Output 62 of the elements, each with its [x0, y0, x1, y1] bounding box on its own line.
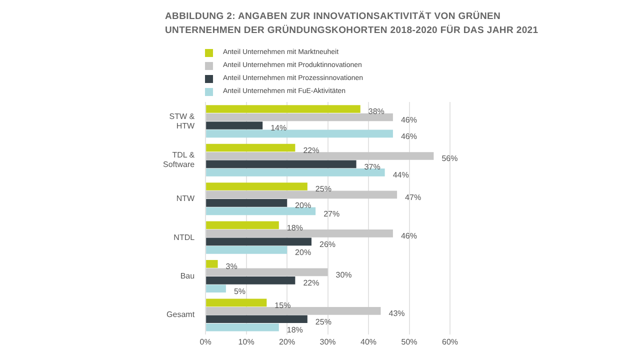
bar — [206, 276, 296, 284]
x-tick-label: 30% — [320, 337, 336, 346]
data-label: 18% — [286, 223, 303, 232]
bar — [206, 315, 308, 324]
bar — [206, 168, 385, 176]
data-label: 15% — [274, 300, 291, 310]
bar — [206, 284, 226, 293]
x-tick-label: 40% — [360, 337, 377, 346]
bar — [206, 268, 328, 276]
bar — [206, 199, 288, 207]
data-label: 20% — [295, 201, 312, 210]
data-label: 25% — [315, 184, 332, 194]
bar — [206, 160, 356, 168]
y-tick-label: Bau — [180, 272, 195, 281]
bar — [206, 144, 296, 152]
x-tick-label: 10% — [238, 337, 254, 346]
bar — [206, 182, 308, 190]
data-label: 37% — [364, 162, 380, 172]
bar — [206, 190, 398, 199]
y-tick-label: Gesamt — [166, 310, 196, 320]
bar — [206, 246, 288, 254]
bar — [206, 221, 279, 230]
bar — [206, 130, 393, 138]
bar — [206, 307, 381, 315]
data-label: 3% — [226, 262, 238, 272]
data-label: 25% — [315, 317, 332, 326]
y-tick-label: TDL & Software — [162, 150, 196, 170]
x-tick-label: 0% — [200, 337, 212, 346]
data-label: 14% — [270, 124, 287, 133]
data-label: 22% — [303, 146, 320, 155]
bar — [206, 122, 263, 130]
data-label: 18% — [286, 326, 303, 335]
data-label: 46% — [400, 232, 417, 241]
data-label: 46% — [400, 132, 417, 141]
y-tick-label: NTDL — [174, 232, 196, 242]
bar — [206, 207, 316, 216]
data-label: 56% — [442, 154, 458, 164]
data-label: 44% — [392, 170, 409, 180]
bar — [206, 260, 218, 268]
bar — [206, 298, 267, 307]
data-label: 47% — [405, 192, 422, 202]
bar — [206, 105, 360, 113]
data-label: 26% — [319, 240, 336, 249]
bar — [206, 113, 393, 122]
data-label: 46% — [400, 115, 417, 124]
bar — [206, 323, 279, 332]
chart-title: ABBILDUNG 2: ANGABEN ZUR INNOVATIONSAKTIVITÄT VON GRÜNEN UNTERNEHMEN DER GRÜNDUNGSKOHORTEN 2018-2020 FÜR DAS JAHR 2021 — [165, 10, 540, 38]
x-tick-label: 60% — [442, 337, 458, 346]
bar — [206, 230, 393, 238]
x-tick-label: 20% — [279, 337, 296, 346]
y-tick-label: NTW — [176, 194, 196, 204]
x-tick-label: 50% — [401, 337, 418, 346]
data-label: 27% — [324, 209, 340, 218]
bar — [206, 152, 434, 160]
data-label: 20% — [295, 248, 312, 258]
data-label: 22% — [303, 278, 320, 288]
data-label: 38% — [368, 107, 384, 116]
bar — [206, 238, 312, 246]
data-label: 5% — [234, 286, 246, 296]
data-label: 43% — [388, 309, 405, 318]
data-label: 30% — [336, 270, 352, 280]
y-tick-label: STW & HTW — [169, 112, 196, 130]
